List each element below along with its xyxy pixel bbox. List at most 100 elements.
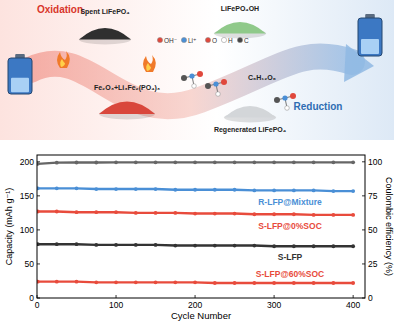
data-point	[154, 211, 158, 215]
atom	[216, 92, 221, 97]
series-label: S-LFP	[278, 252, 303, 262]
data-point	[173, 244, 177, 248]
process-band	[30, 56, 352, 106]
data-point	[272, 244, 276, 248]
species-label: O	[212, 37, 217, 44]
data-point	[213, 188, 217, 192]
series-label: S-LFP@60%SOC	[256, 269, 324, 279]
data-point	[134, 243, 138, 247]
material-label: Spent LiFePO₄	[80, 8, 129, 16]
battery	[358, 18, 382, 56]
y2-axis-label: Coulombic efficiency (%)	[384, 177, 394, 276]
data-point	[252, 244, 256, 248]
data-point	[55, 242, 59, 246]
species-dot	[237, 37, 242, 42]
data-point	[351, 160, 355, 164]
data-point	[233, 212, 237, 216]
data-point	[94, 161, 98, 165]
series-label: S-LFP@0%SOC	[258, 221, 322, 231]
data-point	[331, 213, 335, 217]
data-point	[233, 281, 237, 285]
data-point	[252, 212, 256, 216]
data-point	[292, 281, 296, 285]
species-dot	[205, 37, 210, 42]
data-point	[292, 160, 296, 164]
series-labels: R-LFP@Mixture S-LFP@0%SOC S-LFP S-LFP@60%SO…	[256, 197, 324, 279]
data-point	[134, 187, 138, 191]
data-point	[114, 280, 118, 284]
data-point	[55, 161, 59, 165]
data-point	[312, 281, 316, 285]
data-point	[292, 244, 296, 248]
data-point	[55, 210, 59, 214]
data-point	[114, 160, 118, 164]
data-point	[272, 212, 276, 216]
atom	[189, 73, 194, 78]
y-tick-label: 150	[20, 191, 34, 201]
data-point	[94, 243, 98, 247]
powder-pile	[224, 106, 276, 118]
y2-tick-label: 100	[368, 157, 382, 167]
data-point	[75, 161, 79, 165]
data-point	[331, 160, 335, 164]
data-point	[233, 160, 237, 164]
x-tick-label: 300	[267, 300, 281, 310]
material-label: Fe₂O₃+Li₃Fe₂(PO₄)₃	[94, 84, 160, 92]
y2-tick-label: 0	[368, 293, 373, 303]
y2-tick-label: 25	[368, 259, 378, 269]
data-point	[272, 281, 276, 285]
data-point	[351, 244, 355, 248]
atom	[274, 97, 280, 103]
species-dot	[157, 37, 162, 42]
atom	[285, 106, 290, 111]
data-point	[193, 280, 197, 284]
diagram: Oxidation Reduction Spent LiFePO₄ Fe₂O₃+Li₃…	[0, 0, 394, 140]
chart: 01002003004000501001502000255075100Cycle…	[0, 140, 394, 324]
data-point	[94, 280, 98, 284]
battery	[8, 58, 32, 94]
data-point	[173, 280, 177, 284]
data-point	[173, 188, 177, 192]
data-point	[252, 189, 256, 193]
data-point	[75, 210, 79, 214]
x-tick-label: 0	[35, 300, 40, 310]
data-point	[193, 212, 197, 216]
data-point	[331, 189, 335, 193]
x-tick-label: 400	[346, 300, 360, 310]
data-point	[193, 244, 197, 248]
chart-background	[0, 140, 394, 324]
species-label: Li⁺	[188, 37, 197, 44]
data-point	[252, 160, 256, 164]
data-point	[213, 212, 217, 216]
data-point	[213, 160, 217, 164]
stage-label: Reduction	[294, 101, 343, 112]
diagram-background	[0, 0, 394, 140]
data-point	[134, 211, 138, 215]
material-label: C₆H₁₂O₆	[248, 74, 276, 81]
powder-pile	[99, 101, 155, 114]
y-tick-label: 50	[25, 259, 35, 269]
series-label: R-LFP@Mixture	[258, 197, 322, 207]
data-point	[75, 186, 79, 190]
data-point	[75, 280, 79, 284]
atom	[197, 71, 203, 77]
data-point	[351, 281, 355, 285]
atom	[282, 95, 287, 100]
data-point	[154, 187, 158, 191]
data-point	[94, 210, 98, 214]
stage-label: Oxidation	[37, 4, 83, 15]
battery-level	[361, 39, 379, 54]
atom	[192, 84, 197, 89]
data-point	[331, 281, 335, 285]
data-point	[75, 242, 79, 246]
plot-area	[37, 160, 355, 284]
data-point	[331, 244, 335, 248]
species-label: OH⁻	[164, 37, 177, 44]
flame	[143, 55, 156, 72]
species-dot	[221, 37, 226, 42]
data-point	[351, 213, 355, 217]
y2-tick-label: 75	[368, 191, 378, 201]
data-point	[292, 212, 296, 216]
data-point	[134, 160, 138, 164]
species-label: H	[228, 37, 233, 44]
